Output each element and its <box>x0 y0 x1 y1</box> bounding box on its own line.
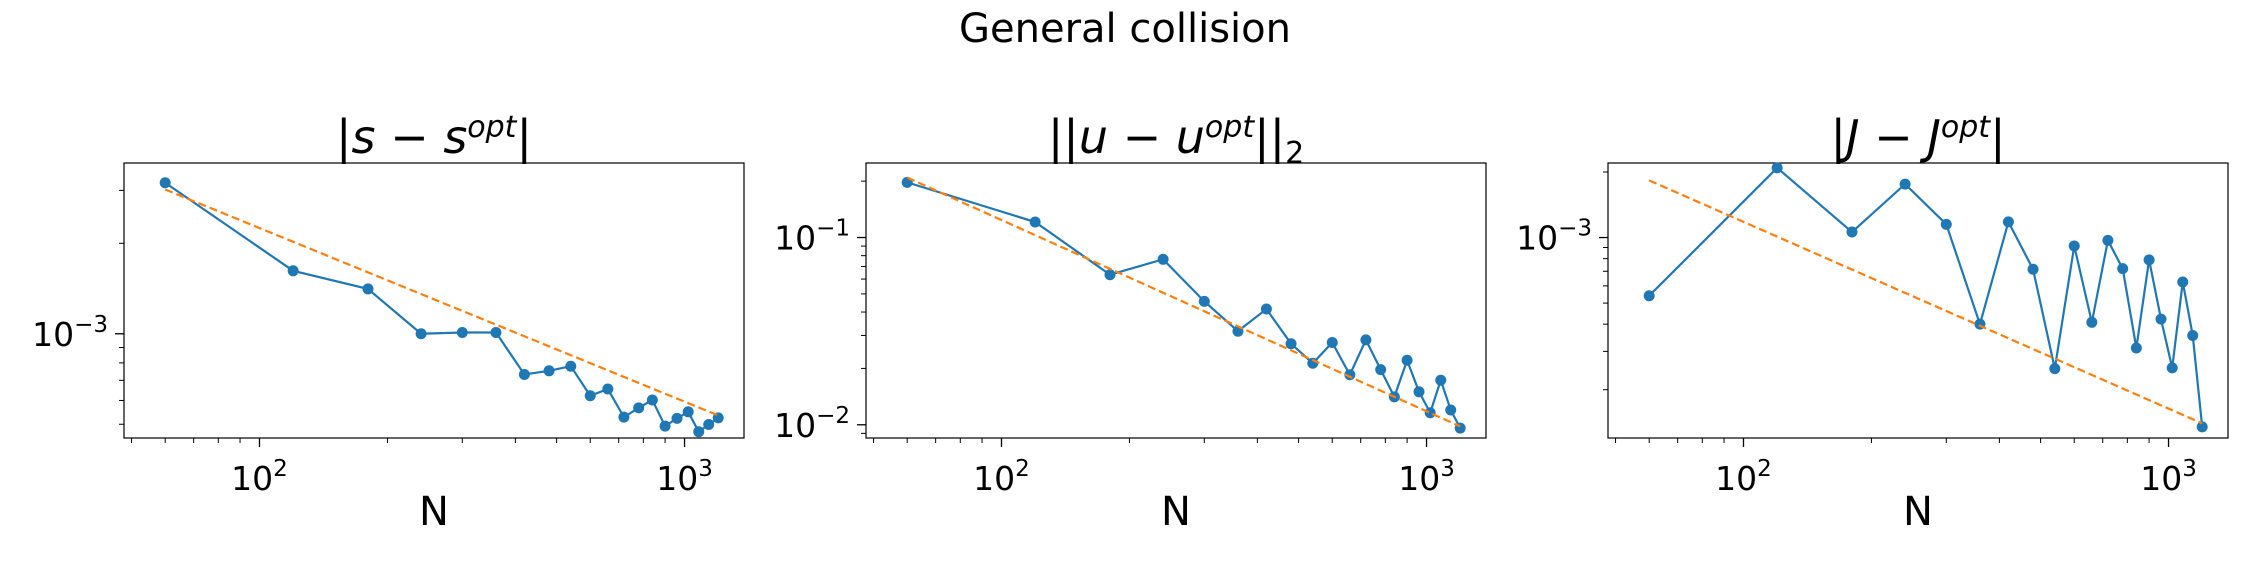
data-point <box>2187 329 2199 341</box>
panel-title: |J − Jopt| <box>1830 110 2005 165</box>
x-axis-label: N <box>419 489 449 535</box>
data-point <box>362 283 374 295</box>
y-tick-label: 10−3 <box>1516 216 1592 258</box>
data-point <box>2155 313 2167 325</box>
data-point <box>1940 218 1952 230</box>
data-point <box>565 360 577 372</box>
data-point <box>671 412 683 424</box>
data-point <box>602 383 614 395</box>
data-point <box>584 390 596 402</box>
data-point <box>2130 342 2142 354</box>
data-point <box>1157 253 1169 265</box>
data-point <box>2027 263 2039 275</box>
chart-panel-1: |s − sopt| N 102 103 10−3 <box>32 110 745 535</box>
data-point <box>1360 334 1372 346</box>
fit-line <box>1648 179 2203 425</box>
data-point <box>1771 162 1783 174</box>
x-tick-label: 103 <box>656 456 713 498</box>
data-point <box>2002 216 2014 228</box>
data-point <box>682 406 694 418</box>
data-point <box>490 326 502 338</box>
data-point <box>287 265 299 277</box>
data-point <box>1401 354 1413 366</box>
data-point <box>1029 216 1041 228</box>
x-tick-label: 103 <box>1398 456 1455 498</box>
data-point <box>1424 407 1436 419</box>
series-line <box>906 181 1462 429</box>
y-tick-label: 10−1 <box>774 216 850 258</box>
data-point <box>2086 316 2098 328</box>
data-point <box>2143 254 2155 266</box>
data-point <box>1344 369 1356 381</box>
data-point <box>659 420 671 432</box>
data-point <box>1198 295 1210 307</box>
data-point <box>693 426 705 438</box>
x-tick-label: 102 <box>1715 456 1772 498</box>
data-point <box>646 394 658 406</box>
data-point <box>1326 337 1338 349</box>
chart-panel-3: |J − Jopt| N 102 103 10−3 <box>1516 110 2229 535</box>
axes-frame <box>123 162 745 439</box>
data-point <box>2102 234 2114 246</box>
data-point <box>2196 421 2208 433</box>
x-tick-label: 102 <box>973 456 1030 498</box>
data-point <box>1643 290 1655 302</box>
series-line <box>164 181 719 434</box>
data-point <box>415 328 427 340</box>
panel-title: |s − sopt| <box>336 110 532 165</box>
y-tick-label: 10−2 <box>774 403 850 445</box>
data-point <box>2166 362 2178 374</box>
data-point <box>1413 386 1425 398</box>
y-tick-label: 10−3 <box>32 312 108 354</box>
data-point <box>543 365 555 377</box>
data-point <box>703 419 715 431</box>
axes-frame <box>1607 162 2229 439</box>
data-point <box>1260 303 1272 315</box>
data-point <box>2117 263 2129 275</box>
data-point <box>1445 404 1457 416</box>
x-axis-label: N <box>1903 489 1933 535</box>
data-point <box>2049 363 2061 375</box>
data-point <box>1375 364 1387 376</box>
data-point <box>518 368 530 380</box>
data-point <box>1104 269 1116 281</box>
data-point <box>1435 374 1447 386</box>
data-point <box>1846 226 1858 238</box>
data-point <box>1899 178 1911 190</box>
x-tick-label: 103 <box>2140 456 2197 498</box>
axes-frame <box>865 162 1487 439</box>
fit-line <box>164 188 719 417</box>
data-point <box>618 411 630 423</box>
x-axis-label: N <box>1161 489 1191 535</box>
fit-line <box>906 176 1461 428</box>
x-tick-label: 102 <box>231 456 288 498</box>
data-point <box>456 326 468 338</box>
data-point <box>633 402 645 414</box>
data-point <box>159 177 171 189</box>
figure-title: General collision <box>959 6 1291 52</box>
data-point <box>2177 276 2189 288</box>
chart-panel-2: ||u − uopt||2 N 102 103 10−1 10−2 <box>774 110 1487 535</box>
panel-title: ||u − uopt||2 <box>1048 110 1304 171</box>
data-point <box>2068 240 2080 252</box>
data-point <box>1285 338 1297 350</box>
series-line <box>1648 166 2204 427</box>
